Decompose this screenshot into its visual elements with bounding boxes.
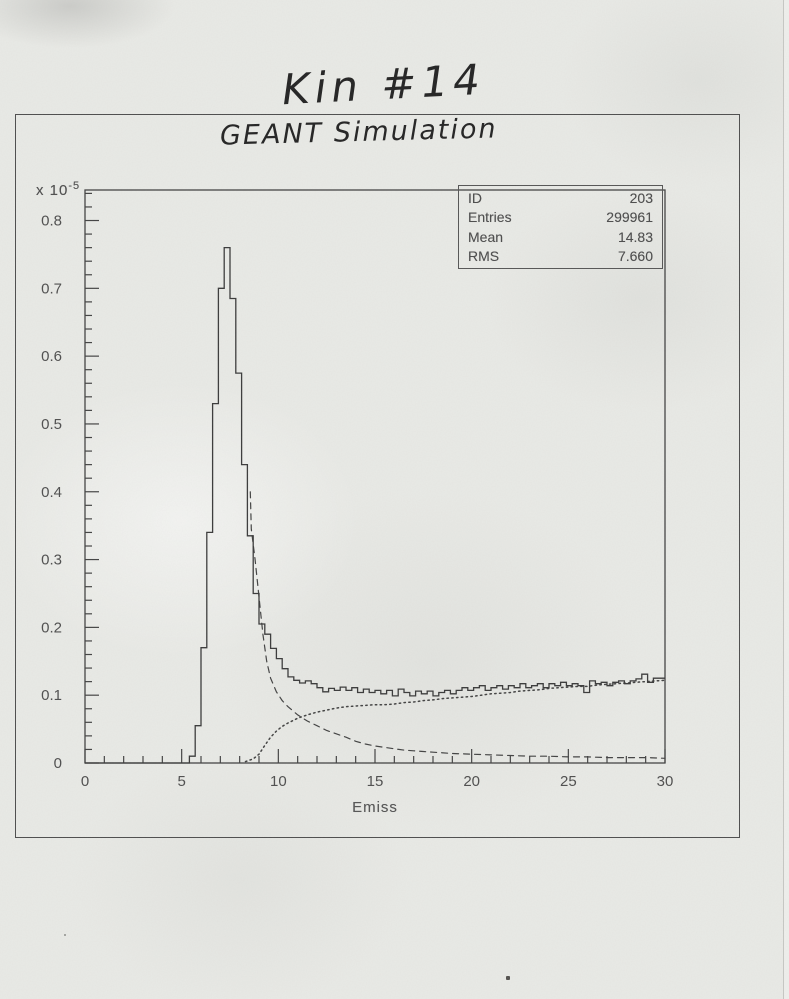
x-tick-label: 20	[463, 773, 480, 790]
y-tick-label: 0.4	[41, 484, 62, 501]
x-tick-label: 25	[560, 773, 577, 790]
y-tick-label: 0.5	[41, 416, 62, 433]
stats-row-rms: RMS 7.660	[459, 247, 662, 265]
stats-value: 7.660	[617, 248, 653, 265]
stats-label: Mean	[468, 228, 504, 245]
x-tick-label: 0	[81, 773, 89, 790]
scan-speck	[506, 976, 510, 980]
paper-edge-highlight	[784, 0, 789, 999]
scan-speck	[64, 934, 66, 936]
stats-row-mean: Mean 14.83	[459, 228, 662, 246]
y-tick-label: 0.2	[41, 619, 62, 636]
x-axis-title: Emiss	[352, 799, 398, 816]
y-tick-label: 0.6	[41, 348, 62, 365]
y-tick-label: 0.3	[41, 552, 62, 569]
y-tick-label: 0.7	[41, 280, 62, 297]
stats-row-entries: Entries 299961	[459, 208, 662, 226]
stats-value: 299961	[606, 209, 653, 226]
stats-label: Entries	[468, 209, 512, 226]
plot-frame	[84, 189, 666, 764]
stats-row-id: ID 203	[459, 189, 662, 207]
dashed-curve	[249, 491, 666, 759]
statistics-box: ID 203 Entries 299961 Mean 14.83 RMS 7.6…	[458, 185, 663, 269]
stats-value: 203	[629, 189, 653, 206]
y-tick-label: 0	[54, 755, 62, 772]
x-tick-label: 15	[367, 773, 384, 790]
x-tick-label: 5	[177, 773, 185, 790]
x-tick-label: 10	[270, 773, 287, 790]
y-tick-label: 0.8	[41, 213, 62, 230]
x-tick-label: 30	[657, 773, 674, 790]
stats-value: 14.83	[617, 228, 653, 245]
histogram-path	[85, 246, 665, 764]
stats-label: RMS	[468, 248, 500, 265]
stats-label: ID	[468, 189, 482, 206]
y-tick-label: 0.1	[41, 687, 62, 704]
